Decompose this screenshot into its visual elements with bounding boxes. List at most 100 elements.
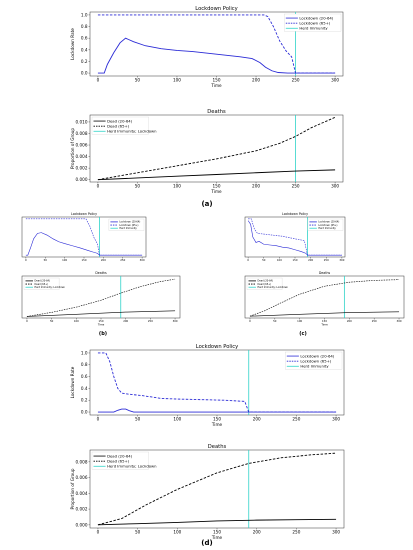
c-bottom-xtick-label: 300 (397, 319, 402, 323)
c-top-xtick-label: 50 (262, 258, 266, 262)
b-bottom-xtick-label: 200 (123, 319, 128, 323)
panel-label-d: (d) (201, 539, 212, 547)
a-top-ytick-label: 1.0 (81, 12, 88, 17)
d-top-legend-label: Lockdown (20-64) (300, 353, 334, 358)
c-bottom-xtick-label: 0 (249, 319, 251, 323)
a-bottom-legend-label: Dead (20-64) (107, 118, 133, 123)
d-top-xtick-label: 200 (253, 417, 261, 422)
d-bottom-xtick-label: 150 (213, 530, 221, 535)
c-top-xtick-label: 150 (293, 258, 298, 262)
d-bottom-series-2-line (97, 452, 337, 526)
d-bottom-ytick-label: 0.008 (76, 459, 88, 464)
a-top-series-2-line (97, 14, 336, 74)
c-bottom-legend-label: Dead (65+) (257, 283, 271, 286)
c-top-title: Lockdown Policy (282, 212, 308, 216)
c-top-legend-label: Lockdown (65+) (318, 224, 337, 227)
a-bottom-xtick-label: 150 (213, 184, 221, 189)
a-top-ytick-label: 0.8 (81, 24, 88, 29)
c-top-xtick-label: 250 (324, 258, 329, 262)
a-bottom-xtick-label: 300 (331, 184, 339, 189)
a-top-ytick-label: 0.2 (81, 59, 88, 64)
c-bottom-xtick-label: 200 (347, 319, 352, 323)
b-bottom-title: Deaths (95, 271, 107, 275)
a-top-xtick-label: 200 (252, 78, 260, 83)
d-bottom-ytick-label: 0.002 (76, 507, 88, 512)
b-bottom-series-1-line (26, 310, 176, 317)
d-bottom-legend: Dead (20-64)Dead (65+)Herd Immunity; Loc… (91, 451, 157, 470)
a-top-chart: Lockdown Policy 0 50 100 150 200 250 300 0.0 0.2 0… (70, 6, 344, 88)
c-top-chart: Lockdown Policy 0 50 100 150 200 250 300 Lockdow… (244, 212, 346, 262)
b-bottom-xtick-label: 150 (99, 319, 104, 323)
b-bottom-xtick-label: 250 (148, 319, 153, 323)
d-top-xtick-label: 100 (173, 417, 181, 422)
d-top-ytick-label: 1.0 (81, 350, 88, 355)
d-top-xtick-label: 250 (292, 417, 300, 422)
b-bottom-xtick-label: 300 (173, 319, 178, 323)
d-top-title: Lockdown Policy (196, 344, 238, 350)
d-top-ytick-label: 0.8 (81, 362, 88, 367)
c-bottom-xtick-label: 100 (297, 319, 302, 323)
c-bottom-legend-label: Herd Immunity; Lockdown (257, 286, 288, 289)
d-bottom-ylabel: Proportion of Group (70, 468, 75, 509)
b-top-legend-label: Herd Immunity (119, 227, 137, 230)
d-bottom-ytick-label: 0.000 (76, 522, 88, 527)
d-top-xtick-label: 50 (135, 417, 141, 422)
a-bottom-xtick-label: 100 (173, 184, 181, 189)
b-top-legend: Lockdown (20-64)Lockdown (65+)Herd Immun… (108, 218, 145, 231)
d-bottom-legend-label: Herd Immunity; Lockdown (107, 464, 157, 469)
a-bottom-xtick-label: 0 (97, 184, 100, 189)
b-bottom-legend-label: Dead (20-64) (34, 280, 50, 283)
c-bottom-xtick-label: 50 (273, 319, 277, 323)
d-bottom-series-1-line (97, 518, 337, 526)
c-top-legend-label: Herd Immunity (318, 227, 336, 230)
b-top-xtick-label: 150 (82, 258, 87, 262)
panel-label-c: (c) (299, 331, 307, 337)
b-top-xtick-label: 200 (101, 258, 106, 262)
d-bottom-xtick-label: 250 (292, 530, 300, 535)
c-bottom-title: Deaths (319, 271, 331, 275)
a-top-xtick-label: 300 (331, 78, 339, 83)
d-top-legend: Lockdown (20-64)Lockdown (65+)Herd Immun… (285, 351, 343, 370)
d-bottom-xtick-label: 200 (253, 530, 261, 535)
b-top-xtick-label: 100 (62, 258, 67, 262)
a-bottom-ytick-label: 0.008 (76, 131, 88, 136)
a-top-ytick-label: 0.6 (81, 36, 88, 41)
b-bottom-xtick-label: 50 (50, 319, 54, 323)
d-bottom-legend-box (91, 451, 149, 470)
a-top-title: Lockdown Policy (195, 6, 237, 12)
a-top-xlabel: Time (210, 83, 222, 88)
b-bottom-legend-box (23, 277, 60, 290)
a-bottom-xlabel: Time (210, 189, 222, 194)
a-top-legend-label: Lockdown (20-64) (299, 15, 333, 20)
d-bottom-title: Deaths (208, 444, 227, 450)
b-bottom-legend-label: Dead (65+) (34, 283, 48, 286)
d-top-legend-box (285, 351, 343, 370)
a-bottom-ytick-label: 0.000 (76, 177, 88, 182)
a-bottom-title: Deaths (207, 109, 226, 115)
c-bottom-xtick-label: 250 (372, 319, 377, 323)
a-bottom-legend-box (91, 116, 149, 135)
a-bottom-legend: Dead (20-64)Dead (65+)Herd Immunity; Loc… (91, 116, 157, 135)
c-top-xtick-label: 200 (308, 258, 313, 262)
c-top-legend: Lockdown (20-64)Lockdown (65+)Herd Immun… (307, 218, 344, 231)
c-bottom-xlabel: Time (321, 323, 328, 327)
b-bottom-legend-label: Herd Immunity; Lockdown (34, 286, 65, 289)
a-bottom-ytick-label: 0.002 (76, 166, 88, 171)
d-bottom-xtick-label: 100 (173, 530, 181, 535)
d-top-xtick-label: 150 (213, 417, 221, 422)
d-top-xtick-label: 0 (97, 417, 100, 422)
a-top-ytick-label: 0.0 (81, 71, 88, 76)
b-top-chart: Lockdown Policy 0 50 100 150 200 250 300 Lockdow… (21, 212, 147, 262)
a-top-xtick-label: 0 (97, 78, 100, 83)
b-top-series-2-line (25, 218, 143, 256)
a-bottom-ytick-label: 0.010 (76, 119, 88, 124)
b-bottom-xtick-label: 100 (74, 319, 79, 323)
d-top-ytick-label: 0.0 (81, 410, 88, 415)
a-top-legend-label: Herd Immunity (299, 26, 328, 31)
a-bottom-chart: Deaths 0 50 100 150 200 250 300 0.000 0.002 0.004 0… (70, 109, 344, 194)
d-bottom-xtick-label: 300 (332, 530, 340, 535)
b-top-legend-box (108, 218, 145, 231)
a-top-legend-label: Lockdown (65+) (299, 20, 330, 25)
b-top-xtick-label: 50 (44, 258, 48, 262)
